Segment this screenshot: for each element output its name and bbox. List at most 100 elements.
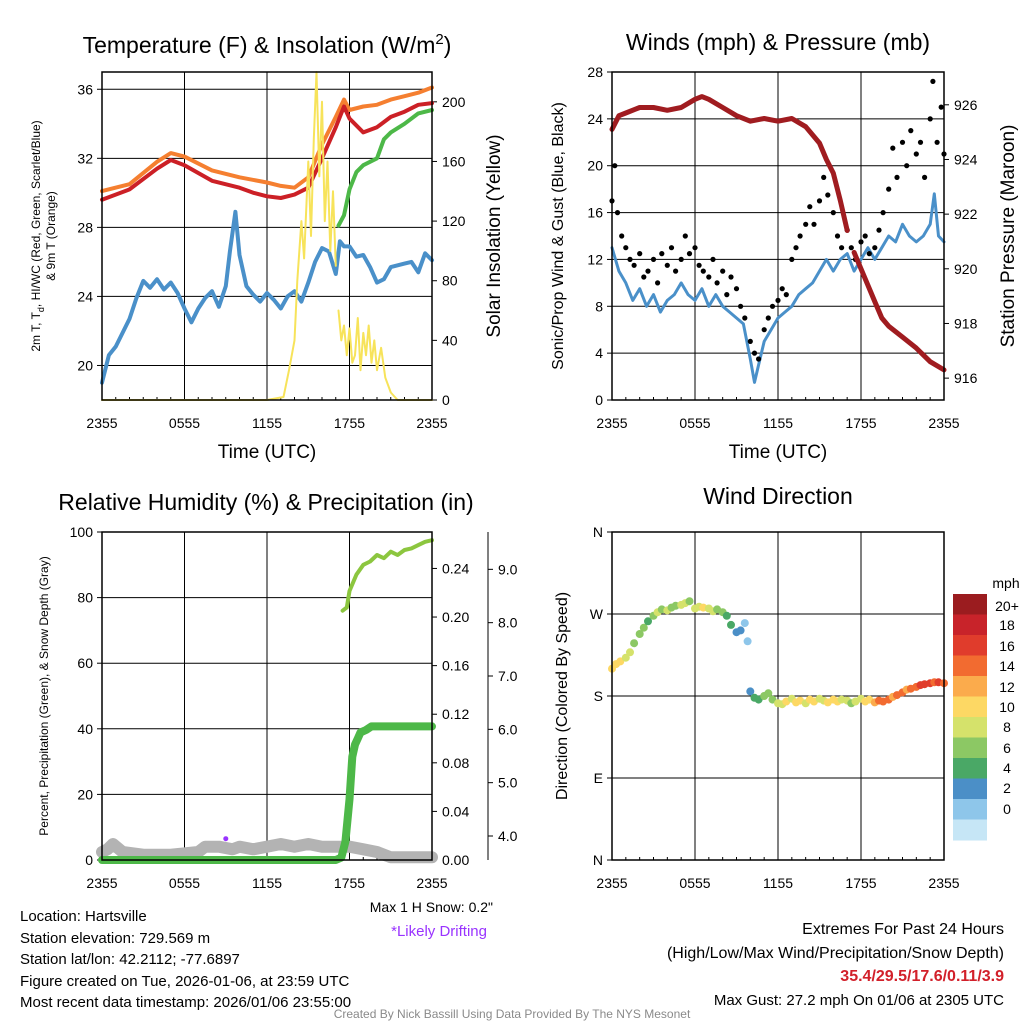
y-tick-label: 24 bbox=[587, 111, 603, 127]
gust-point bbox=[692, 245, 698, 251]
legend-swatch bbox=[953, 696, 987, 718]
humidity-y-label: Percent, Precipitation (Green), & Snow D… bbox=[37, 556, 51, 835]
station-info: Location: Hartsville Station elevation: … bbox=[20, 906, 351, 1014]
x-tick-label: 2355 bbox=[596, 875, 627, 891]
gust-point bbox=[904, 163, 910, 169]
insolation-tick-label: 0 bbox=[442, 392, 450, 408]
y-tick-label: N bbox=[593, 852, 603, 868]
legend-label: 10 bbox=[999, 699, 1015, 715]
pressure-tick-label: 924 bbox=[954, 151, 978, 167]
temperature-y-label: 2m T, Td, HI/WC (Red, Green, Scarlet/Blu… bbox=[29, 120, 46, 351]
latlon-text: Station lat/lon: 42.2112; -77.6897 bbox=[20, 951, 240, 968]
series-snow-depth bbox=[96, 838, 438, 864]
gust-point bbox=[765, 315, 771, 321]
gust-point bbox=[761, 327, 767, 333]
gust-point bbox=[821, 174, 827, 180]
y-tick-label: 8 bbox=[595, 298, 603, 314]
humidity-title: Relative Humidity (%) & Precipitation (i… bbox=[58, 489, 473, 515]
legend-swatch bbox=[953, 758, 987, 779]
gust-point bbox=[686, 251, 693, 257]
plot-frame bbox=[101, 531, 433, 861]
gust-point bbox=[825, 192, 831, 198]
precip-tick-label: 0.20 bbox=[442, 609, 469, 625]
gust-point bbox=[880, 210, 886, 216]
gust-point bbox=[890, 145, 896, 151]
legend-label: 0 bbox=[1003, 801, 1011, 817]
series-2m-t bbox=[100, 101, 434, 202]
series-precipitation bbox=[98, 722, 436, 864]
y-tick-label: 100 bbox=[70, 524, 94, 540]
x-tick-label: 2355 bbox=[86, 415, 117, 431]
max-snow-label: Max 1 H Snow: 0.2" bbox=[370, 899, 493, 915]
gust-point bbox=[612, 163, 618, 169]
credit-text: Created By Nick Bassill Using Data Provi… bbox=[333, 1007, 691, 1021]
legend-label: 6 bbox=[1003, 740, 1011, 756]
y-tick-label: 24 bbox=[77, 288, 93, 304]
gust-point bbox=[710, 256, 716, 262]
gust-point bbox=[645, 268, 651, 274]
pressure-tick-label: 926 bbox=[954, 97, 978, 113]
gust-point bbox=[899, 139, 906, 145]
legend-swatch bbox=[953, 778, 987, 800]
temperature-title: Temperature (F) & Insolation (W/m2) bbox=[83, 31, 452, 58]
y-tick-label: 28 bbox=[587, 64, 603, 80]
direction-point bbox=[635, 630, 644, 638]
x-tick-label: 1155 bbox=[763, 875, 793, 891]
y-tick-label: 0 bbox=[85, 852, 93, 868]
snow-depth-tick-label: 7.0 bbox=[498, 668, 518, 684]
recent-data-text: Most recent data timestamp: 2026/01/06 2… bbox=[20, 994, 352, 1011]
direction-point bbox=[740, 619, 749, 628]
gust-point bbox=[623, 245, 629, 251]
direction-y-label: Direction (Colored By Speed) bbox=[554, 592, 571, 800]
plot-frame bbox=[101, 71, 433, 401]
legend-swatch bbox=[953, 676, 987, 697]
x-tick-label: 2355 bbox=[596, 415, 627, 431]
x-tick-label: 0555 bbox=[169, 415, 200, 431]
x-tick-label: 1155 bbox=[252, 875, 282, 891]
snow-depth-tick-label: 5.0 bbox=[498, 775, 518, 791]
legend-swatch bbox=[953, 737, 987, 759]
series-station-pressure bbox=[609, 94, 850, 233]
x-tick-label: 1755 bbox=[845, 875, 876, 891]
gust-point bbox=[673, 268, 679, 274]
gust-point bbox=[908, 128, 914, 134]
created-text: Figure created on Tue, 2026-01-06, at 23… bbox=[20, 972, 350, 990]
y-tick-label: 36 bbox=[77, 81, 93, 97]
gust-point bbox=[807, 204, 813, 210]
gust-point bbox=[650, 256, 657, 262]
gust-point bbox=[803, 221, 809, 227]
legend-swatch bbox=[953, 717, 987, 738]
extremes-subtitle: (High/Low/Max Wind/Precipitation/Snow De… bbox=[666, 944, 1004, 962]
gust-point bbox=[894, 174, 900, 180]
y-tick-label: 0 bbox=[595, 392, 603, 408]
direction-point bbox=[630, 639, 639, 648]
insolation-tick-label: 80 bbox=[442, 273, 458, 289]
y-tick-label: 16 bbox=[587, 205, 603, 221]
gust-point bbox=[742, 315, 748, 321]
legend-swatch bbox=[953, 819, 987, 841]
gust-point bbox=[834, 233, 841, 239]
y-tick-label: E bbox=[594, 770, 603, 786]
winds-panel: Winds (mph) & Pressure (mb) Time (UTC) S… bbox=[550, 29, 1019, 463]
gust-point bbox=[706, 274, 712, 280]
legend-title: mph bbox=[992, 575, 1019, 591]
insolation-tick-label: 120 bbox=[442, 213, 466, 229]
gust-point bbox=[631, 262, 637, 268]
legend-label: 8 bbox=[1003, 719, 1011, 735]
gust-point bbox=[913, 151, 919, 157]
plot-frame bbox=[611, 531, 945, 861]
snow-depth-tick-label: 4.0 bbox=[498, 828, 518, 844]
y-tick-label: S bbox=[594, 688, 603, 704]
y-tick-label: 20 bbox=[77, 786, 93, 802]
gust-point bbox=[614, 210, 621, 216]
gust-point bbox=[775, 297, 781, 303]
x-tick-label: 1155 bbox=[252, 415, 282, 431]
gust-point bbox=[728, 274, 734, 280]
y-tick-label: W bbox=[590, 606, 604, 622]
gust-point bbox=[627, 256, 633, 262]
winds-title: Winds (mph) & Pressure (mb) bbox=[626, 29, 930, 55]
gust-point bbox=[839, 245, 845, 251]
extremes-title: Extremes For Past 24 Hours bbox=[802, 921, 1004, 938]
precip-tick-label: 0.00 bbox=[442, 852, 469, 868]
x-tick-label: 2355 bbox=[928, 875, 959, 891]
